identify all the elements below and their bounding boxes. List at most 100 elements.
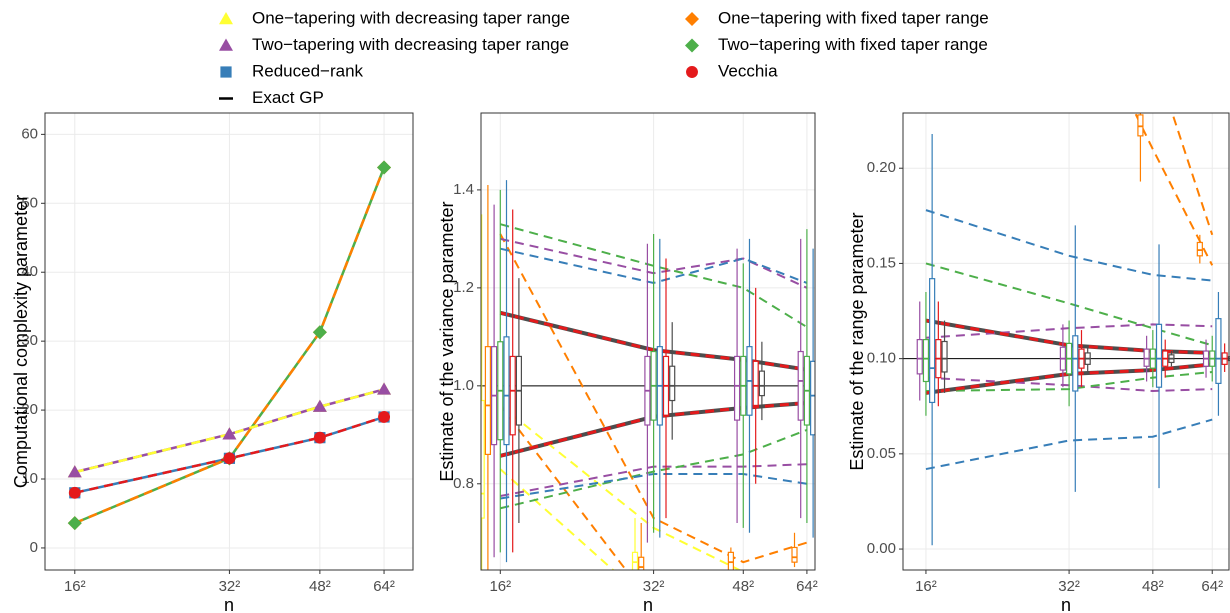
marker	[222, 427, 237, 440]
plot-area	[903, 0, 1230, 546]
box	[733, 355, 741, 421]
legend: One−tapering with decreasing taper range…	[219, 8, 989, 107]
series-line	[500, 463, 807, 498]
box	[1143, 348, 1150, 367]
marker	[378, 411, 390, 423]
box	[817, 366, 822, 405]
box	[1054, 16, 1059, 54]
y-tick-label: 40	[21, 263, 38, 280]
series-line	[499, 404, 628, 570]
y-axis-title: Estimate of the range parameter	[847, 212, 867, 470]
y-tick-label: 0.00	[867, 540, 896, 557]
series-line	[499, 401, 808, 458]
series-line	[74, 388, 385, 474]
series-line	[500, 247, 808, 284]
marker	[68, 486, 81, 499]
box	[509, 355, 516, 436]
plot-border	[480, 112, 816, 571]
y-tick-label: 20	[21, 401, 38, 418]
box	[929, 278, 936, 404]
y-tick-label: 0.8	[453, 475, 474, 492]
series-line	[925, 376, 1213, 393]
marker	[686, 66, 698, 78]
marker	[312, 399, 327, 412]
series-line	[925, 209, 1213, 282]
x-axis-title: n	[643, 595, 653, 613]
panel: 0 10 20 30 40 50 60 16² 32² 48² 64² n Computational …	[11, 112, 414, 613]
y-tick-label: 1.4	[453, 181, 474, 198]
x-tick-label: 48²	[732, 578, 754, 595]
marker	[67, 465, 82, 478]
series-line	[925, 418, 1213, 471]
x-tick-label: 64²	[373, 578, 395, 595]
plot-background	[903, 113, 1229, 570]
marker	[685, 38, 699, 53]
legend-label: Two−tapering with decreasing taper range	[252, 35, 569, 54]
box	[758, 370, 765, 397]
plot-border	[902, 112, 1230, 571]
box	[786, 592, 791, 602]
series-line	[500, 472, 808, 500]
box	[503, 336, 510, 446]
marker	[219, 38, 233, 51]
box	[1215, 318, 1222, 384]
legend-label: Exact GP	[252, 88, 324, 107]
box	[1137, 114, 1144, 137]
box	[669, 365, 676, 402]
y-tick-label: 30	[21, 332, 38, 349]
box	[916, 338, 923, 375]
marker	[223, 452, 236, 465]
x-tick-label: 16²	[489, 578, 511, 595]
x-axis-title: n	[224, 595, 234, 613]
x-tick-label: 48²	[309, 578, 331, 595]
series-line	[925, 362, 1213, 395]
y-tick-label: 0	[30, 539, 38, 556]
x-axis-title: n	[1061, 595, 1071, 613]
box	[1155, 323, 1163, 388]
legend-label: Two−tapering with fixed taper range	[718, 35, 988, 54]
legend-label: One−tapering with decreasing taper range	[252, 8, 570, 27]
y-axis-title: Estimate of the variance parameter	[437, 201, 457, 481]
marker	[377, 382, 392, 395]
marker	[67, 516, 82, 531]
box	[1191, 0, 1196, 35]
plot-area	[67, 160, 392, 531]
legend-label: One−tapering with fixed taper range	[718, 8, 989, 27]
marker	[219, 12, 233, 25]
legend-label: Reduced−rank	[252, 61, 364, 80]
y-tick-label: 0.05	[867, 445, 896, 462]
y-tick-label: 1.2	[453, 279, 474, 296]
y-tick-label: 50	[21, 194, 38, 211]
marker	[313, 431, 326, 444]
legend-label: Vecchia	[718, 61, 778, 80]
marker	[312, 325, 327, 340]
series-line	[499, 311, 808, 372]
box	[810, 360, 815, 436]
y-tick-label: 0.15	[867, 254, 896, 271]
series-line	[500, 223, 808, 328]
box	[1196, 241, 1203, 257]
series-line	[925, 370, 1213, 393]
box	[722, 582, 727, 597]
box	[922, 338, 930, 383]
box	[1072, 335, 1079, 392]
series-line	[500, 428, 808, 510]
box	[797, 350, 804, 421]
panel: 0.8 1.0 1.2 1.4 16² 32² 48² 64² n Estimate of the…	[437, 112, 828, 613]
series-line	[500, 237, 808, 289]
x-tick-label: 48²	[1142, 578, 1164, 595]
x-tick-label: 64²	[796, 578, 818, 595]
series-line	[499, 233, 808, 564]
box	[481, 399, 485, 519]
box	[752, 360, 759, 407]
y-axis-title: Computational complexity parameter	[11, 195, 31, 488]
plot-area	[481, 180, 828, 602]
x-tick-label: 32²	[643, 578, 665, 595]
y-tick-label: 60	[21, 125, 38, 142]
box	[484, 346, 492, 456]
series-line	[925, 323, 1213, 339]
x-tick-label: 32²	[1058, 578, 1080, 595]
box	[823, 381, 828, 396]
x-tick-label: 16²	[64, 578, 86, 595]
